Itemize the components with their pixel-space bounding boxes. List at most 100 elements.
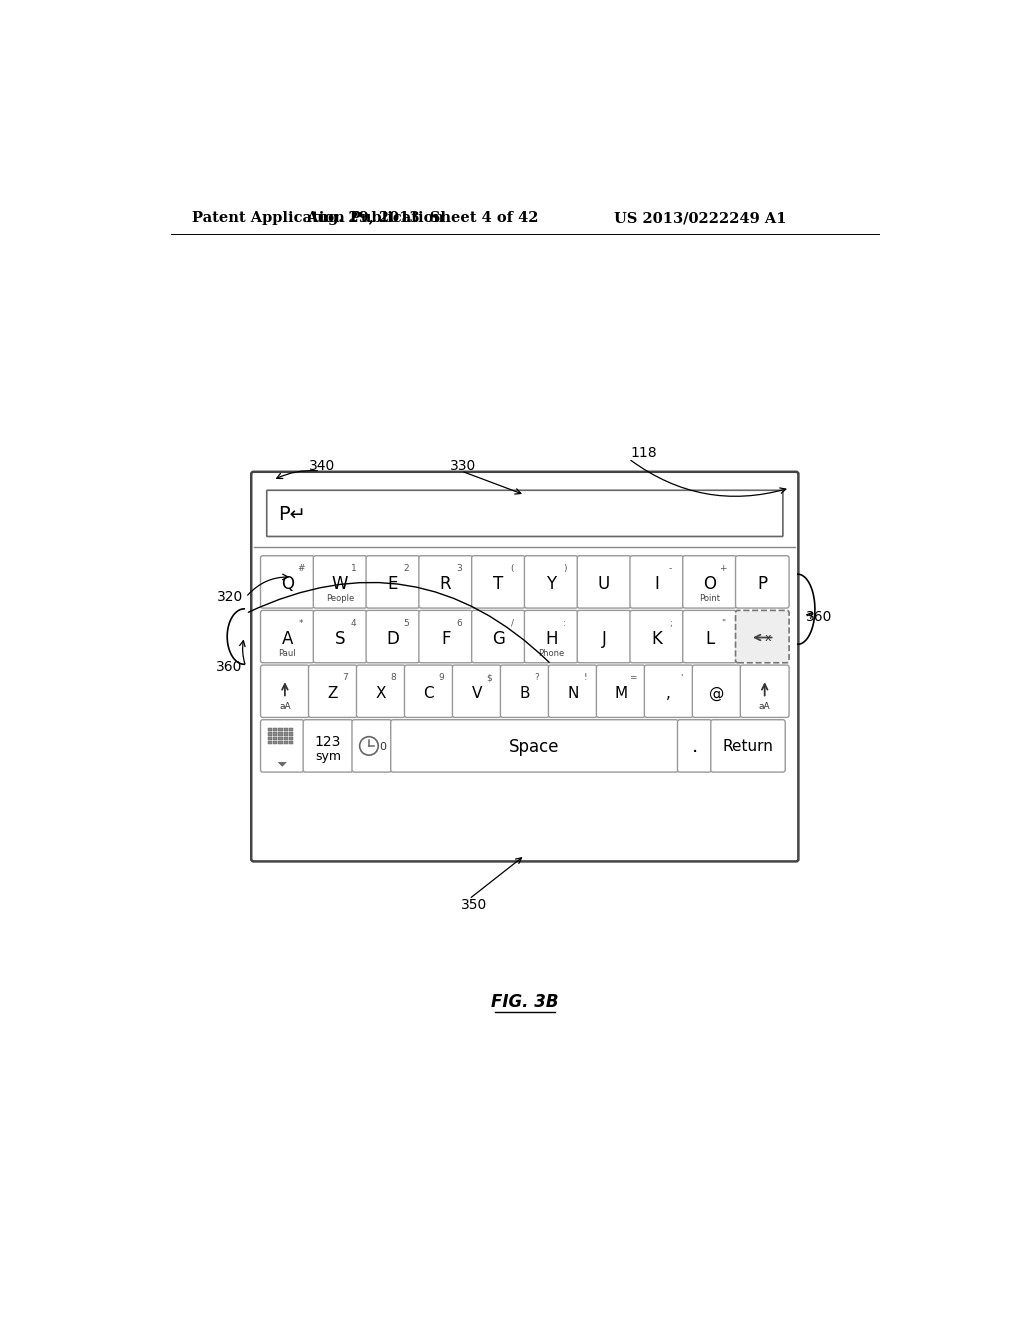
Text: 330: 330	[450, 459, 476, 474]
Text: x: x	[765, 632, 771, 643]
Bar	[279, 741, 283, 744]
FancyBboxPatch shape	[578, 610, 631, 663]
FancyBboxPatch shape	[678, 719, 712, 772]
FancyBboxPatch shape	[367, 556, 420, 609]
Text: Point: Point	[699, 594, 720, 603]
Text: #: #	[297, 564, 305, 573]
Text: 8: 8	[390, 673, 396, 682]
Bar	[267, 733, 271, 735]
Text: W: W	[332, 576, 348, 593]
FancyBboxPatch shape	[303, 719, 352, 772]
Text: T: T	[494, 576, 504, 593]
Text: 350: 350	[461, 899, 487, 912]
Text: (: (	[510, 564, 514, 573]
Text: Space: Space	[509, 738, 560, 756]
Text: F: F	[441, 630, 451, 648]
Text: ): )	[563, 564, 566, 573]
Text: L: L	[705, 630, 714, 648]
Text: J: J	[601, 630, 606, 648]
Text: ': '	[680, 673, 682, 682]
Polygon shape	[278, 762, 287, 767]
Text: sym: sym	[315, 750, 341, 763]
Bar	[289, 729, 294, 731]
Text: Y: Y	[546, 576, 556, 593]
Text: =: =	[630, 673, 637, 682]
Bar	[289, 733, 294, 735]
FancyBboxPatch shape	[260, 719, 304, 772]
FancyBboxPatch shape	[683, 556, 736, 609]
Text: *: *	[299, 619, 303, 628]
FancyBboxPatch shape	[549, 665, 597, 718]
FancyBboxPatch shape	[251, 471, 799, 862]
FancyBboxPatch shape	[740, 665, 790, 718]
Text: 2: 2	[403, 564, 410, 573]
FancyBboxPatch shape	[578, 556, 631, 609]
Text: 360: 360	[806, 610, 833, 623]
Text: S: S	[335, 630, 345, 648]
Text: 340: 340	[308, 459, 335, 474]
Text: 0: 0	[380, 742, 386, 752]
Text: 1: 1	[351, 564, 356, 573]
Text: ?: ?	[535, 673, 540, 682]
Text: !: !	[584, 673, 587, 682]
Text: US 2013/0222249 A1: US 2013/0222249 A1	[614, 211, 786, 226]
FancyBboxPatch shape	[596, 665, 645, 718]
Text: Patent Application Publication: Patent Application Publication	[191, 211, 443, 226]
FancyBboxPatch shape	[356, 665, 406, 718]
Text: D: D	[386, 630, 399, 648]
Text: X: X	[376, 686, 386, 701]
FancyBboxPatch shape	[260, 610, 314, 663]
Text: C: C	[424, 686, 434, 701]
Bar	[284, 741, 288, 744]
FancyBboxPatch shape	[391, 719, 678, 772]
FancyBboxPatch shape	[260, 665, 309, 718]
FancyBboxPatch shape	[260, 556, 314, 609]
Text: G: G	[492, 630, 505, 648]
Text: Z: Z	[328, 686, 338, 701]
Text: 9: 9	[438, 673, 444, 682]
FancyBboxPatch shape	[419, 610, 472, 663]
Text: ,: ,	[667, 686, 671, 701]
Text: 7: 7	[342, 673, 348, 682]
Text: aA: aA	[759, 702, 770, 711]
Text: 118: 118	[630, 446, 656, 459]
Text: -: -	[669, 564, 672, 573]
Text: R: R	[440, 576, 452, 593]
FancyBboxPatch shape	[352, 719, 391, 772]
Text: H: H	[545, 630, 557, 648]
FancyBboxPatch shape	[404, 665, 454, 718]
FancyBboxPatch shape	[453, 665, 501, 718]
Text: 320: 320	[216, 590, 243, 605]
FancyBboxPatch shape	[524, 610, 578, 663]
Bar	[284, 729, 288, 731]
Text: 123: 123	[314, 735, 341, 748]
Text: A: A	[282, 630, 293, 648]
FancyBboxPatch shape	[630, 556, 684, 609]
FancyBboxPatch shape	[735, 556, 790, 609]
Text: ": "	[721, 619, 725, 628]
Bar	[279, 729, 283, 731]
Text: E: E	[388, 576, 398, 593]
Bar	[273, 737, 278, 739]
Text: O: O	[703, 576, 716, 593]
FancyBboxPatch shape	[524, 556, 578, 609]
Text: People: People	[326, 594, 354, 603]
Text: P: P	[757, 576, 767, 593]
FancyBboxPatch shape	[472, 610, 525, 663]
FancyBboxPatch shape	[367, 610, 420, 663]
FancyBboxPatch shape	[308, 665, 357, 718]
Text: 4: 4	[351, 619, 356, 628]
FancyBboxPatch shape	[419, 556, 472, 609]
Text: $: $	[486, 673, 493, 682]
Text: I: I	[654, 576, 659, 593]
Text: 6: 6	[457, 619, 462, 628]
Text: ;: ;	[669, 619, 672, 628]
Text: U: U	[598, 576, 610, 593]
Bar	[267, 737, 271, 739]
Bar	[267, 741, 271, 744]
Bar	[279, 733, 283, 735]
Bar	[284, 737, 288, 739]
Bar	[273, 729, 278, 731]
Text: Paul: Paul	[279, 648, 296, 657]
Bar	[289, 737, 294, 739]
